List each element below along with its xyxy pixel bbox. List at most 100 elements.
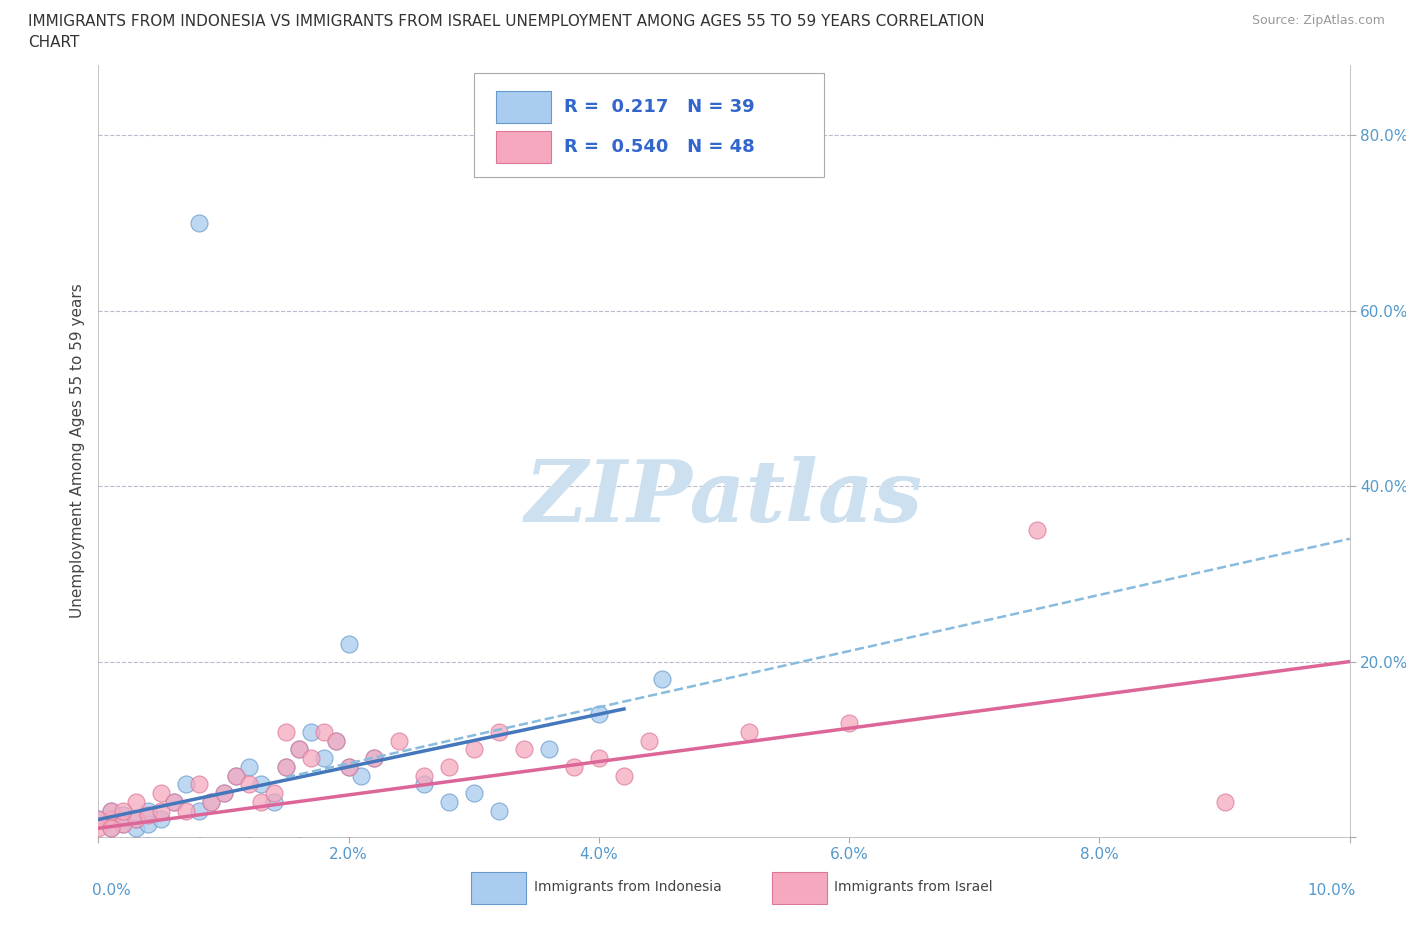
Point xyxy=(337,760,360,775)
Point xyxy=(150,804,173,818)
Point xyxy=(87,812,110,827)
Point xyxy=(537,742,560,757)
Point xyxy=(437,760,460,775)
Point xyxy=(388,733,411,748)
Point xyxy=(488,804,510,818)
Point xyxy=(350,768,373,783)
Point xyxy=(299,751,322,765)
Point xyxy=(150,786,173,801)
Point xyxy=(613,768,636,783)
Point xyxy=(100,804,122,818)
Text: 10.0%: 10.0% xyxy=(1308,884,1355,898)
Point xyxy=(738,724,761,739)
Point xyxy=(100,812,122,827)
Point xyxy=(112,807,135,822)
Point xyxy=(125,821,148,836)
Point xyxy=(225,768,247,783)
FancyBboxPatch shape xyxy=(772,871,827,904)
Point xyxy=(138,804,160,818)
Point xyxy=(513,742,536,757)
Point xyxy=(401,843,423,857)
Point xyxy=(200,794,222,809)
Point xyxy=(112,817,135,831)
FancyBboxPatch shape xyxy=(471,871,526,904)
Point xyxy=(225,768,247,783)
Point xyxy=(187,216,209,231)
Point xyxy=(100,821,122,836)
Point xyxy=(363,751,385,765)
Point xyxy=(363,751,385,765)
Text: 0.0%: 0.0% xyxy=(93,884,131,898)
Point xyxy=(312,751,335,765)
FancyBboxPatch shape xyxy=(474,73,824,177)
Point xyxy=(200,794,222,809)
Point xyxy=(325,733,347,748)
Point xyxy=(287,742,309,757)
Point xyxy=(287,742,309,757)
Point xyxy=(562,760,585,775)
Point xyxy=(87,821,110,836)
Point xyxy=(463,742,485,757)
Point xyxy=(138,817,160,831)
Text: Source: ZipAtlas.com: Source: ZipAtlas.com xyxy=(1251,14,1385,27)
Text: ZIPatlas: ZIPatlas xyxy=(524,456,924,539)
Point xyxy=(650,671,672,686)
Point xyxy=(412,777,434,791)
Point xyxy=(325,733,347,748)
Point xyxy=(112,817,135,831)
Point xyxy=(337,760,360,775)
Point xyxy=(150,812,173,827)
Text: CHART: CHART xyxy=(28,35,80,50)
Point xyxy=(287,838,309,853)
Point xyxy=(337,838,360,853)
Point xyxy=(100,804,122,818)
Point xyxy=(274,760,298,775)
FancyBboxPatch shape xyxy=(496,131,551,163)
Point xyxy=(588,707,610,722)
Point xyxy=(138,838,160,853)
Text: IMMIGRANTS FROM INDONESIA VS IMMIGRANTS FROM ISRAEL UNEMPLOYMENT AMONG AGES 55 T: IMMIGRANTS FROM INDONESIA VS IMMIGRANTS … xyxy=(28,14,984,29)
Text: Immigrants from Indonesia: Immigrants from Indonesia xyxy=(534,880,721,894)
Point xyxy=(125,794,148,809)
Point xyxy=(174,804,197,818)
Point xyxy=(138,807,160,822)
Point xyxy=(274,724,298,739)
Text: R =  0.540   N = 48: R = 0.540 N = 48 xyxy=(564,138,755,156)
Point xyxy=(212,786,235,801)
Point xyxy=(238,777,260,791)
Point xyxy=(437,794,460,809)
Point xyxy=(263,794,285,809)
Point xyxy=(250,794,273,809)
Point xyxy=(1026,523,1049,538)
Point xyxy=(162,794,184,809)
Point xyxy=(263,786,285,801)
Point xyxy=(187,804,209,818)
Point xyxy=(125,812,148,827)
Point xyxy=(337,636,360,651)
Point xyxy=(250,777,273,791)
Point xyxy=(638,733,661,748)
Point xyxy=(312,724,335,739)
Point xyxy=(125,812,148,827)
Point xyxy=(274,760,298,775)
Point xyxy=(87,812,110,827)
Point xyxy=(112,804,135,818)
Point xyxy=(187,777,209,791)
Point xyxy=(588,751,610,765)
Point xyxy=(174,777,197,791)
Point xyxy=(238,838,260,853)
Point xyxy=(488,724,510,739)
Text: R =  0.217   N = 39: R = 0.217 N = 39 xyxy=(564,98,755,115)
Point xyxy=(838,715,860,730)
Point xyxy=(1213,794,1236,809)
Point xyxy=(212,786,235,801)
FancyBboxPatch shape xyxy=(496,90,551,123)
Point xyxy=(125,838,148,853)
Point xyxy=(412,768,434,783)
Point xyxy=(100,821,122,836)
Y-axis label: Unemployment Among Ages 55 to 59 years: Unemployment Among Ages 55 to 59 years xyxy=(69,284,84,618)
Point xyxy=(187,838,209,853)
Point xyxy=(463,786,485,801)
Point xyxy=(274,847,298,862)
Text: Immigrants from Israel: Immigrants from Israel xyxy=(834,880,993,894)
